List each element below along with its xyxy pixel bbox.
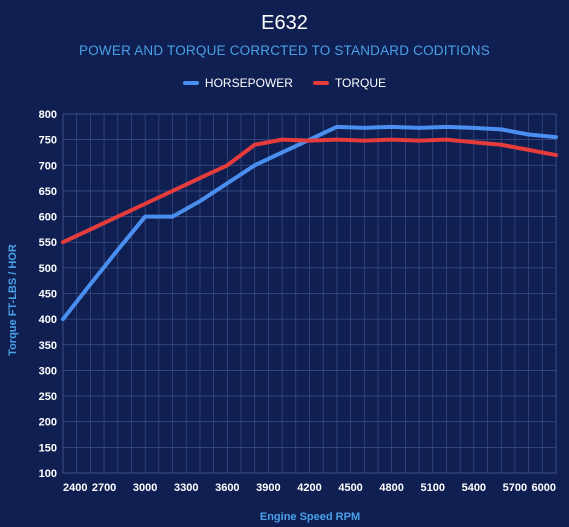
x-axis-ticks: 2400 2700 3000 3300 3600 3900 4200 4500 4800 5100… [63,482,556,494]
x-axis-label: Engine Speed RPM [260,511,360,523]
x-tick-label: 4200 [297,482,321,494]
legend-swatch-horsepower [182,81,199,85]
x-tick-label: 3300 [174,482,198,494]
y-tick-label: 500 [39,263,57,275]
legend-item-torque[interactable]: TORQUE [312,76,387,90]
chart-subtitle: POWER AND TORQUE CORRCTED TO STANDARD CO… [79,43,490,58]
x-tick-label: 3000 [133,482,157,494]
y-tick-label: 700 [39,160,57,172]
y-tick-label: 200 [39,417,57,429]
series-lines [61,124,558,322]
y-axis-label: Torque FT-LBS / HOR [7,244,19,356]
y-tick-label: 150 [39,442,57,454]
x-tick-label: 5100 [421,482,445,494]
chart-legend: HORSEPOWER TORQUE [0,76,569,90]
legend-item-horsepower[interactable]: HORSEPOWER [182,76,293,90]
chart-title: E632 [261,12,308,34]
y-axis-ticks: 100 150 200 250 300 350 400 450 500 550 600 650 700 7… [39,109,57,480]
y-tick-label: 350 [39,340,57,352]
y-tick-label: 400 [39,314,57,326]
x-tick-label: 5700 [503,482,527,494]
y-tick-label: 650 [39,186,57,198]
x-tick-label: 2400 [63,482,87,494]
y-tick-label: 550 [39,237,57,249]
legend-swatch-torque [312,81,329,85]
y-tick-label: 300 [39,365,57,377]
x-tick-label: 3900 [256,482,280,494]
y-tick-label: 800 [39,109,57,121]
x-tick-label: 4500 [338,482,362,494]
series-line-torque[interactable] [61,137,558,245]
y-tick-label: 750 [39,135,57,147]
x-tick-label: 6000 [532,482,556,494]
x-tick-label: 4800 [379,482,403,494]
x-tick-label: 3600 [215,482,239,494]
y-tick-label: 600 [39,212,57,224]
x-tick-label: 2700 [92,482,116,494]
legend-label-horsepower: HORSEPOWER [204,76,293,90]
legend-label-torque: TORQUE [334,76,387,90]
x-tick-label: 5400 [462,482,486,494]
grid-lines [62,113,557,474]
y-tick-label: 100 [39,468,57,480]
y-tick-label: 250 [39,391,57,403]
y-tick-label: 450 [39,289,57,301]
